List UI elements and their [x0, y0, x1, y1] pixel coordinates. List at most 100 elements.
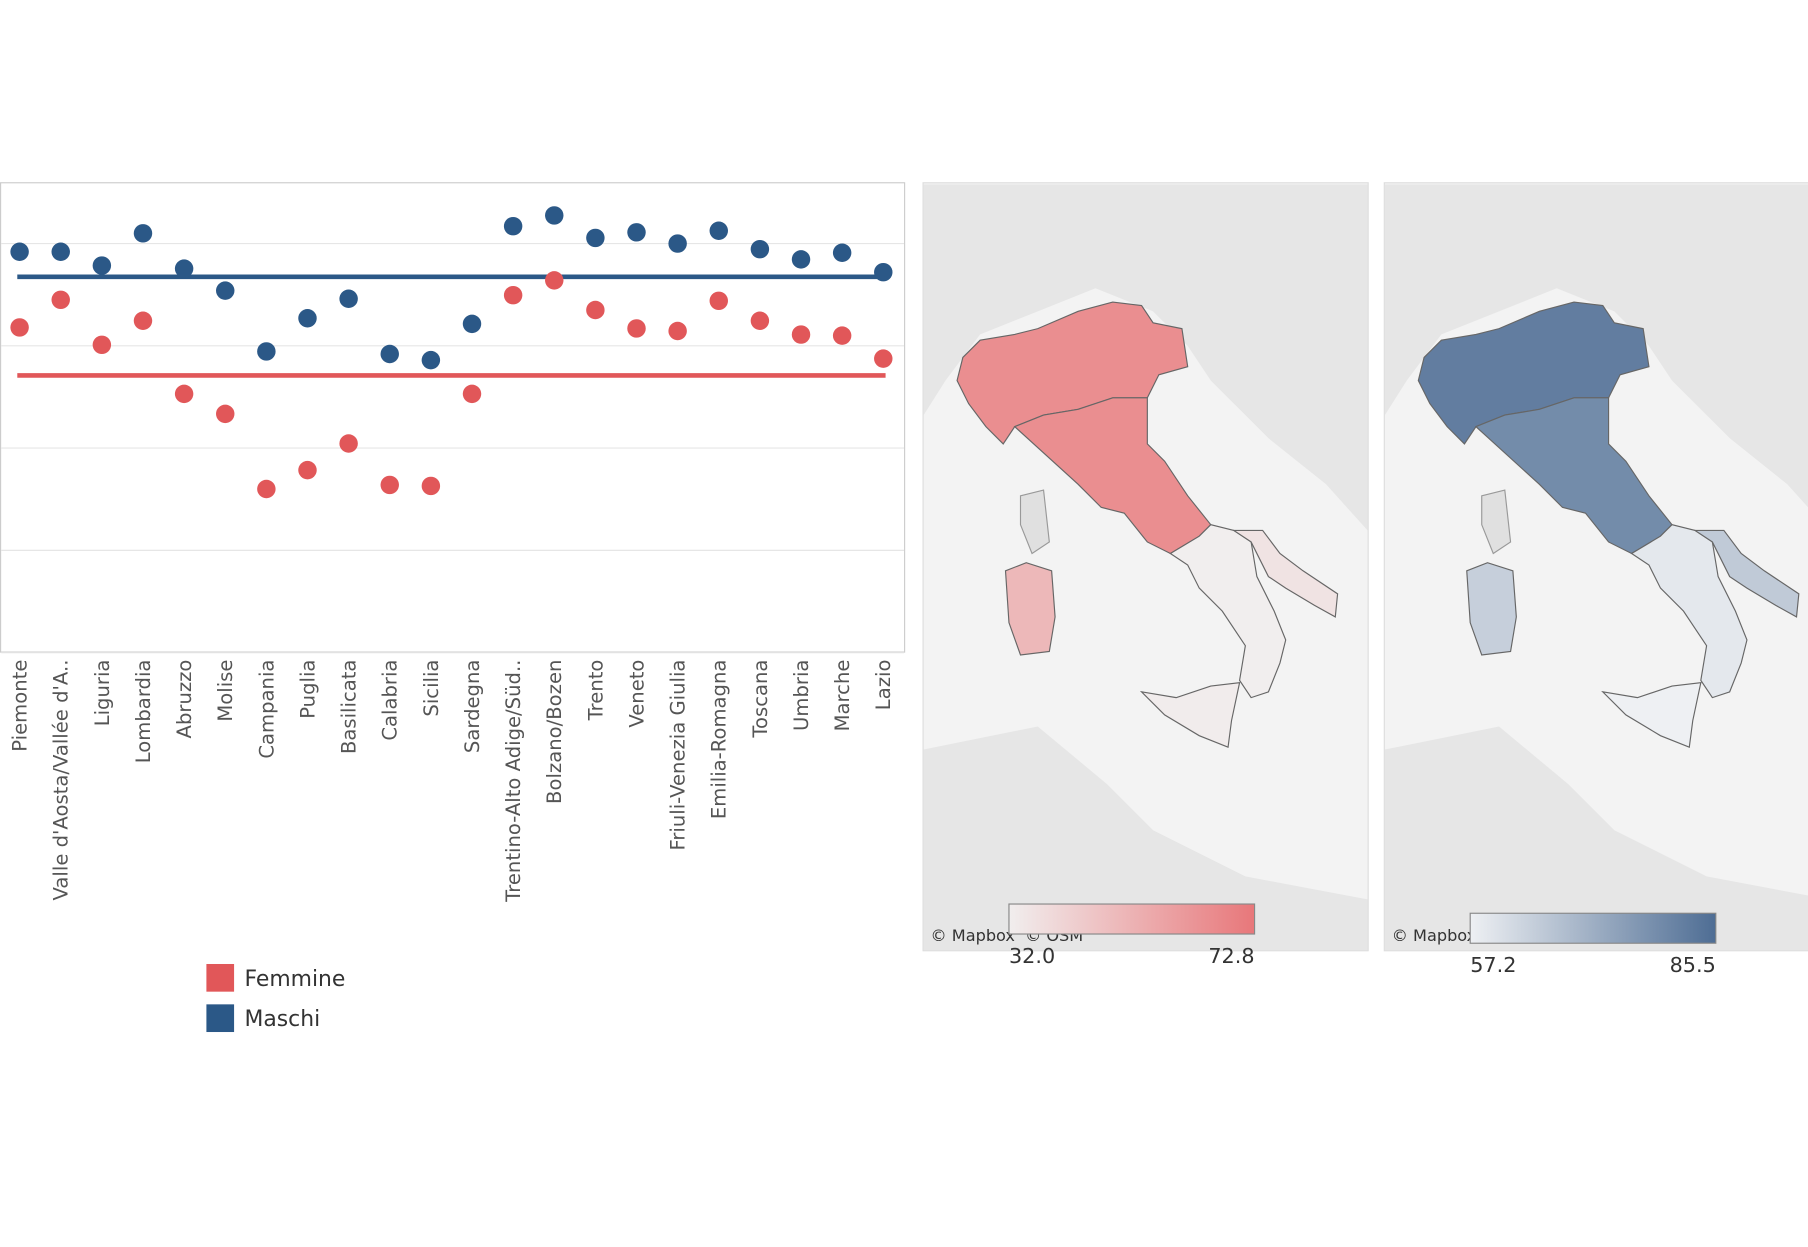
- corsica: [1019, 489, 1050, 555]
- region: [1004, 562, 1056, 656]
- dot: [339, 434, 358, 453]
- dot: [627, 319, 646, 338]
- x-tick-label: Friuli-Venezia Giulia: [667, 660, 690, 851]
- attribution: © Mapbox: [931, 926, 1016, 945]
- dot: [421, 476, 441, 496]
- dot: [10, 318, 29, 337]
- dot: [298, 460, 317, 480]
- dot: [51, 242, 70, 261]
- map-panel: © Mapbox© OSM57.285.5: [1383, 182, 1808, 977]
- dot: [174, 259, 194, 278]
- dot: [874, 349, 893, 368]
- x-tick-label: Lombardia: [132, 660, 155, 764]
- color-legend-label: 85.5: [1670, 953, 1716, 977]
- region: [1139, 681, 1241, 749]
- dot: [791, 325, 811, 344]
- x-tick-label: Trentino-Alto Adige/Süd..: [502, 660, 525, 903]
- land: [923, 184, 1368, 531]
- dot: [709, 291, 728, 311]
- dot: [709, 221, 728, 240]
- x-tick-label: Bolzano/Bozen: [543, 660, 566, 804]
- dot: [832, 243, 852, 262]
- dot: [421, 350, 441, 370]
- region: [1417, 301, 1650, 445]
- dot: [92, 256, 112, 275]
- x-tick-label: Lazio: [872, 660, 895, 711]
- color-legend-bar: [1008, 903, 1256, 935]
- region: [1630, 524, 1748, 699]
- plot-frame: [0, 182, 906, 653]
- dot: [174, 384, 194, 404]
- region: [1169, 524, 1287, 699]
- dot: [380, 475, 399, 495]
- dot: [216, 281, 235, 300]
- dot: [380, 344, 399, 364]
- dot: [832, 326, 852, 345]
- x-tick-label: Toscana: [749, 660, 772, 739]
- x-tick-label: Campania: [255, 660, 278, 759]
- x-tick-label: Molise: [214, 660, 237, 722]
- region: [956, 301, 1189, 445]
- dot: [92, 335, 112, 355]
- dot: [668, 321, 687, 341]
- region: [1466, 562, 1517, 656]
- dot: [462, 314, 482, 334]
- region: [1013, 397, 1212, 555]
- region: [1693, 529, 1800, 618]
- x-tick-label: Trento: [584, 660, 607, 722]
- dot: [586, 300, 605, 320]
- x-tick-label: Sicilia: [420, 660, 443, 717]
- x-tick-label: Abruzzo: [173, 660, 196, 739]
- dot: [257, 342, 276, 361]
- dot: [462, 384, 482, 404]
- dot: [750, 239, 770, 259]
- dot: [545, 206, 564, 225]
- dot: [10, 242, 29, 261]
- region: [1231, 529, 1339, 618]
- region: [1474, 397, 1673, 555]
- color-legend-label: 57.2: [1470, 953, 1516, 977]
- attribution: © Mapbox: [1392, 926, 1477, 945]
- x-tick-label: Basilicata: [338, 660, 361, 754]
- x-tick-label: Valle d'Aosta/Vallée d'A..: [50, 660, 73, 901]
- dot: [503, 285, 523, 305]
- x-tick-label: Umbria: [790, 660, 813, 731]
- x-tick-label: Marche: [831, 660, 854, 732]
- x-tick-label: Liguria: [91, 660, 114, 727]
- x-tick-label: Puglia: [296, 660, 319, 719]
- dot: [51, 290, 70, 310]
- dot: [298, 308, 317, 328]
- x-tick-label: Sardegna: [461, 660, 484, 754]
- dot: [257, 479, 276, 499]
- region: [1601, 681, 1702, 749]
- land: [1384, 726, 1808, 951]
- color-legend-label: 32.0: [1009, 944, 1055, 968]
- legend-label: Femmine: [244, 967, 345, 992]
- dot: [750, 311, 770, 330]
- legend-swatch: [206, 963, 235, 992]
- dot: [216, 404, 235, 424]
- dot: [791, 250, 811, 269]
- x-tick-label: Veneto: [625, 660, 648, 728]
- corsica: [1481, 489, 1512, 555]
- dot: [627, 223, 646, 242]
- x-tick-label: Piemonte: [9, 660, 32, 752]
- dot: [503, 216, 523, 236]
- color-legend-label: 72.8: [1208, 944, 1254, 968]
- dot: [874, 262, 893, 282]
- legend-label: Maschi: [244, 1007, 320, 1032]
- content: Piemonte Valle d'Aosta/Vallée d'A.. Liguri…: [0, 182, 1808, 1032]
- x-tick-label: Emilia-Romagna: [708, 660, 731, 820]
- land: [1384, 184, 1808, 508]
- dot: [668, 234, 687, 253]
- color-legend-bar: [1469, 912, 1717, 944]
- land: [923, 726, 1368, 951]
- dot: [133, 311, 153, 330]
- x-tick-label: Calabria: [379, 660, 402, 741]
- dot: [133, 224, 153, 243]
- dot: [339, 289, 358, 309]
- dot: [545, 271, 564, 290]
- dot: [586, 228, 605, 248]
